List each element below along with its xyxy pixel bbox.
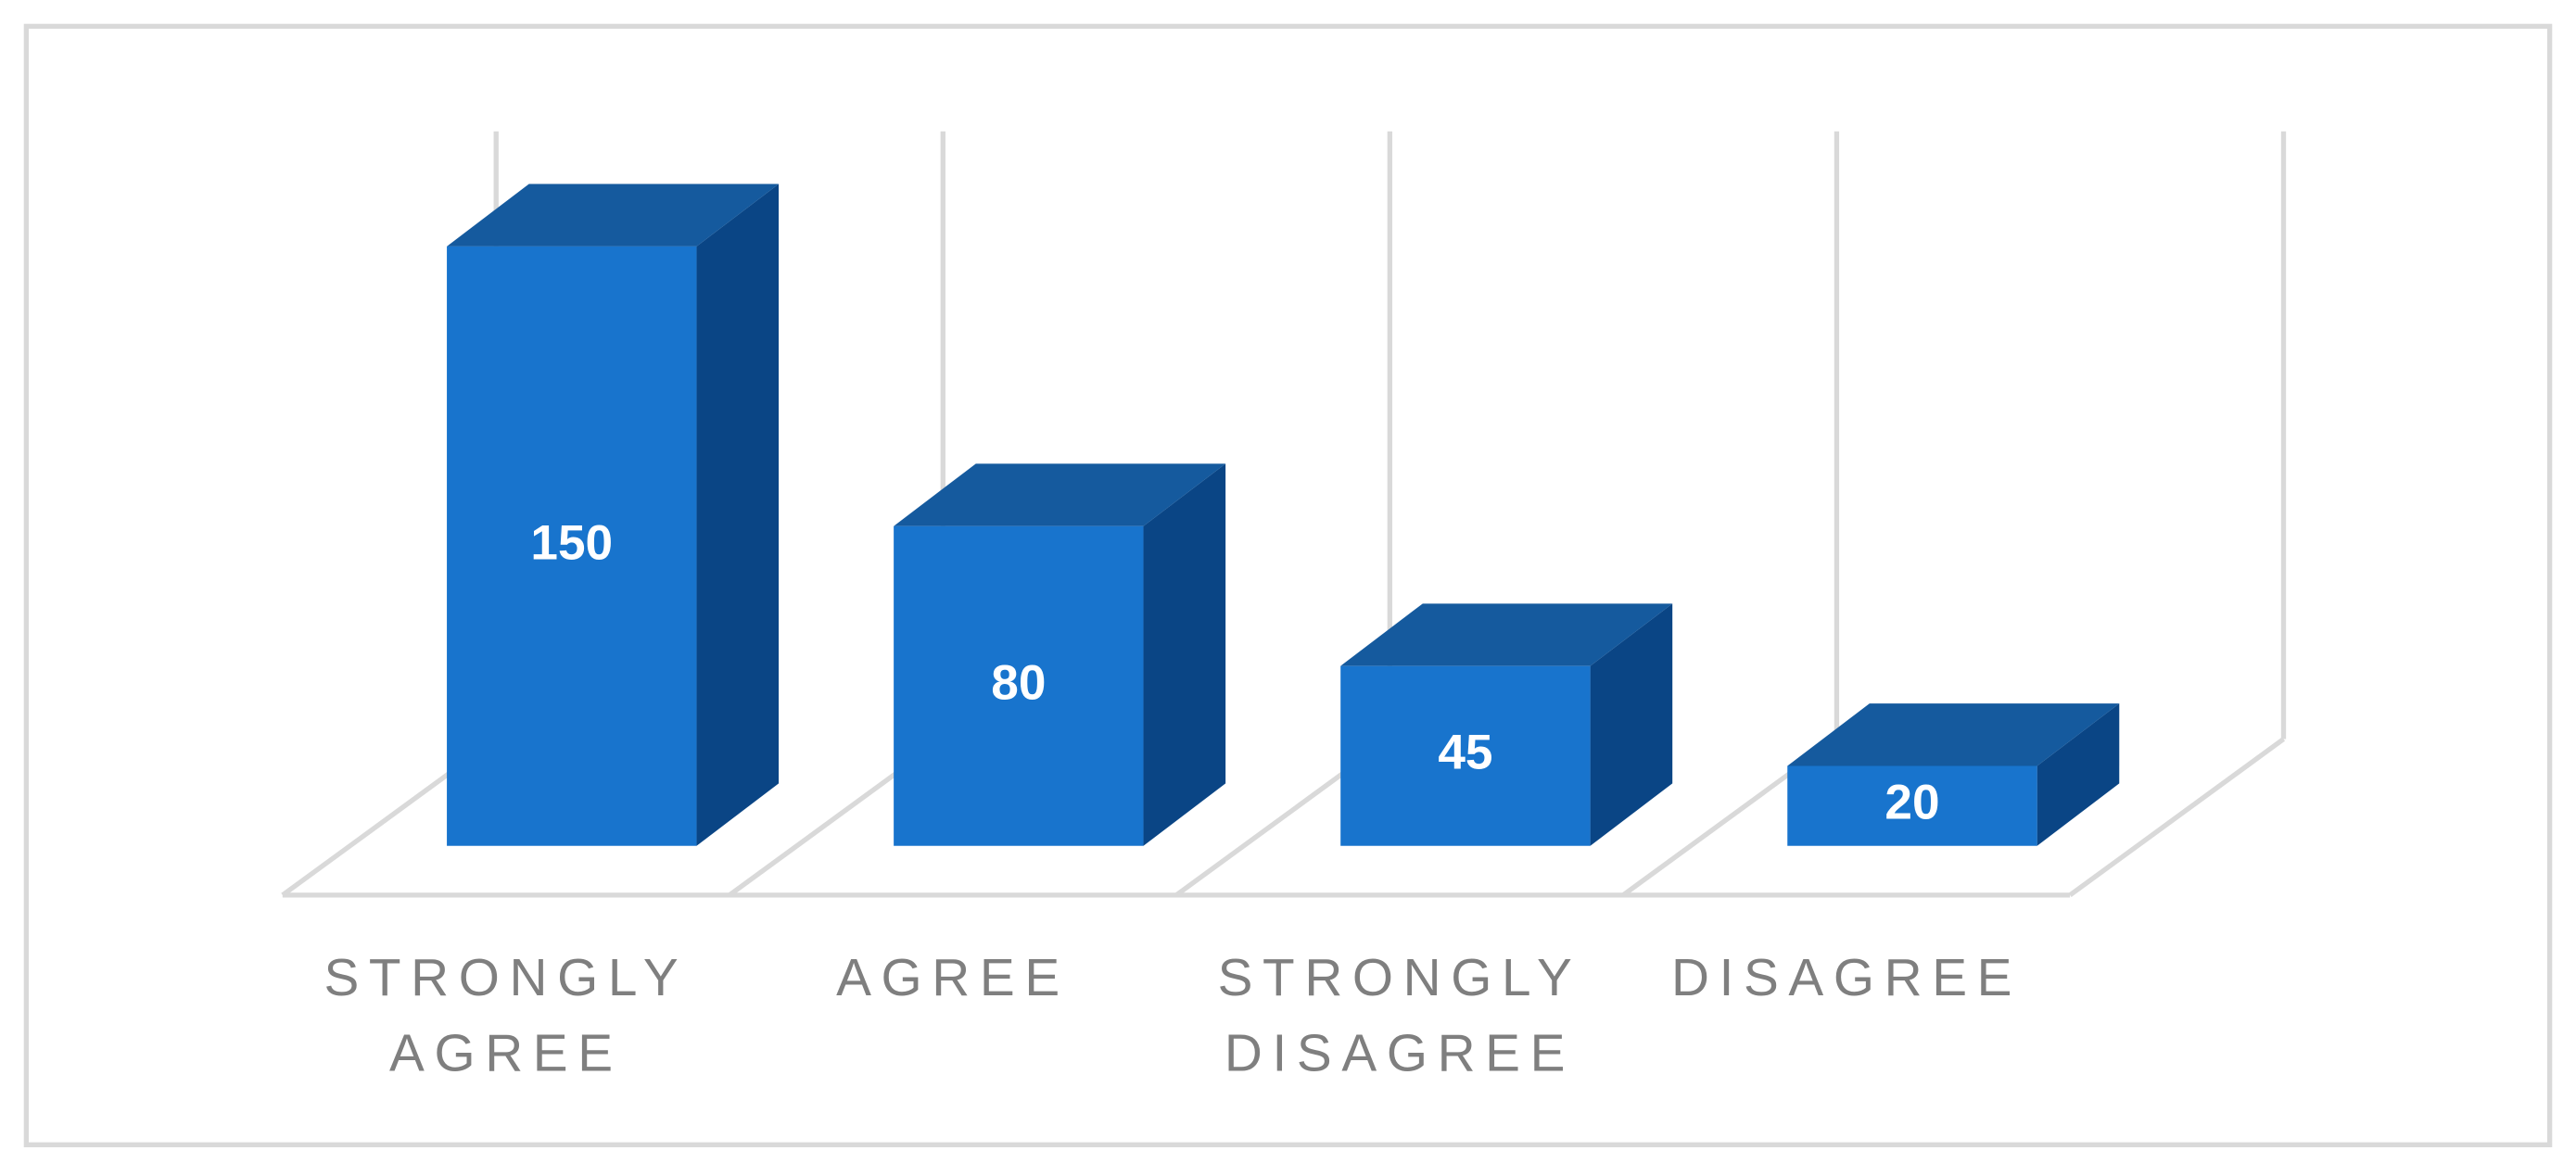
bar-side <box>696 183 780 846</box>
bar-side <box>1590 603 1673 846</box>
bar-top <box>894 463 1226 526</box>
floor-divider <box>2068 737 2286 898</box>
x-tick-label: AGREE <box>836 947 1070 1007</box>
bar-top <box>447 183 780 247</box>
data-label: 45 <box>1438 726 1492 780</box>
bar <box>894 525 1144 846</box>
bar <box>1787 765 2037 846</box>
data-label: 150 <box>530 515 613 570</box>
x-tick-label: STRONGLY AGREE <box>324 947 689 1082</box>
bar <box>447 246 697 846</box>
data-label: 20 <box>1884 776 1939 830</box>
x-tick-label: DISAGREE <box>1670 947 2023 1007</box>
data-label: 80 <box>991 655 1046 710</box>
x-tick-label: STRONGLY DISAGREE <box>1217 947 1582 1082</box>
bar-top <box>1787 703 2120 766</box>
bar-side <box>1143 463 1226 846</box>
bar-top <box>1340 603 1673 666</box>
bar-side <box>2037 703 2120 846</box>
bar <box>1340 665 1591 846</box>
